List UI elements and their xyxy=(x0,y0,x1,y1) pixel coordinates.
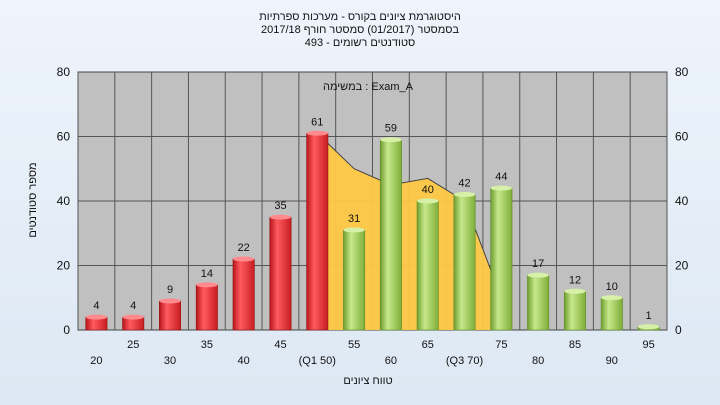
bar-value-label: 59 xyxy=(385,123,397,135)
bar-cap xyxy=(306,130,328,136)
bar xyxy=(159,300,182,331)
bar-value-label: 42 xyxy=(458,178,470,190)
bar-value-label: 12 xyxy=(569,274,581,286)
bar-value-label: 14 xyxy=(201,268,213,280)
y-tick-label-left: 80 xyxy=(57,65,71,79)
x-tick-label: 30 xyxy=(164,355,176,367)
bar-value-label: 1 xyxy=(646,310,652,322)
x-tick-label: (Q1 50) xyxy=(299,355,336,367)
bar-cap xyxy=(380,137,402,143)
bar-value-label: 31 xyxy=(348,213,360,225)
bar-value-label: 10 xyxy=(606,281,618,293)
x-tick-label: 20 xyxy=(90,355,102,367)
x-tick-label: 55 xyxy=(348,339,360,351)
inner-label: במשימה : Exam_A xyxy=(323,81,414,93)
bar xyxy=(306,132,329,331)
chart-title-line-3: סטודנטים רשומים - 493 xyxy=(304,37,416,49)
x-tick-label: (Q3 70) xyxy=(446,355,483,367)
y-tick-label-right: 20 xyxy=(675,259,689,273)
y-tick-label-right: 40 xyxy=(675,194,689,208)
x-tick-label: 90 xyxy=(606,355,618,367)
x-tick-label: 75 xyxy=(495,339,507,351)
bar xyxy=(563,290,586,331)
bar-cap xyxy=(269,214,292,220)
bar-value-label: 9 xyxy=(167,284,173,296)
x-tick-label: 60 xyxy=(385,355,397,367)
y-axis-title: מספר סטודנטים xyxy=(27,162,39,237)
y-tick-label-left: 0 xyxy=(63,323,70,337)
bar-cap xyxy=(564,288,586,294)
y-tick-label-right: 0 xyxy=(675,323,682,337)
bar-cap xyxy=(122,314,144,320)
bar-cap xyxy=(159,298,181,304)
bar-cap xyxy=(601,295,623,301)
bar-value-label: 4 xyxy=(93,300,99,312)
y-tick-label-left: 60 xyxy=(57,130,71,144)
bar-value-label: 35 xyxy=(274,200,286,212)
y-tick-label-left: 40 xyxy=(57,194,71,208)
bar-cap xyxy=(196,282,218,288)
y-tick-label-left: 20 xyxy=(57,259,71,273)
y-tick-label-right: 80 xyxy=(675,65,689,79)
x-tick-label: 25 xyxy=(127,339,139,351)
bar xyxy=(416,200,439,331)
bar-value-label: 22 xyxy=(238,242,250,254)
bar xyxy=(269,216,292,331)
bar-cap xyxy=(637,324,660,330)
bar xyxy=(600,297,623,331)
bar-cap xyxy=(343,227,365,233)
x-tick-label: 35 xyxy=(201,339,213,351)
bar xyxy=(232,258,255,331)
bar-value-label: 17 xyxy=(532,258,544,270)
bar-cap xyxy=(527,272,549,278)
tick-layer: 20 25 30 35 40 45 (Q1 50) 55 60 65 (Q3 70) 75 80 85 90… xyxy=(90,339,654,367)
x-axis-title: טווח ציונים xyxy=(343,375,392,387)
x-tick-label: 40 xyxy=(238,355,250,367)
x-tick-label: 85 xyxy=(569,339,581,351)
bar-cap xyxy=(85,314,108,320)
chart-title-line-1: היסטוגרמת ציונים בקורס - מערכות ספרתיות xyxy=(259,11,461,23)
x-tick-label: 45 xyxy=(274,339,286,351)
bar xyxy=(379,139,402,331)
x-tick-label: 65 xyxy=(422,339,434,351)
bar-cap xyxy=(490,185,513,191)
x-tick-label: 95 xyxy=(642,339,654,351)
chart-title-line-2: בסמסטר (01/2017) סמסטר חורף 2017/18 xyxy=(260,24,460,36)
bar-cap xyxy=(417,198,439,204)
bar-value-label: 40 xyxy=(422,184,434,196)
bar xyxy=(490,187,513,331)
x-tick-label: 80 xyxy=(532,355,544,367)
bar xyxy=(343,229,366,331)
bar-cap xyxy=(232,256,255,262)
bar xyxy=(453,194,476,331)
bar-value-label: 4 xyxy=(130,300,136,312)
bar-cap xyxy=(453,192,476,198)
bar xyxy=(527,274,550,331)
bar-value-label: 61 xyxy=(311,116,323,128)
bar-value-label: 44 xyxy=(495,171,507,183)
y-tick-label-right: 60 xyxy=(675,130,689,144)
bar xyxy=(195,284,218,331)
